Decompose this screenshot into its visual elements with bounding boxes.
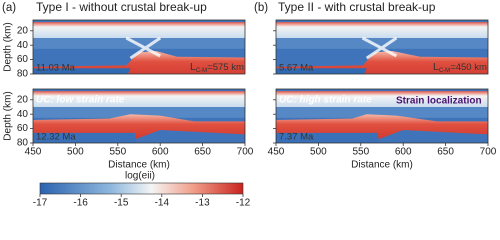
- time-label: 11.03 Ma: [36, 63, 76, 74]
- time-label: 12.32 Ma: [36, 132, 76, 143]
- x-tick-label: 500: [310, 147, 327, 158]
- mid-band: [276, 107, 488, 118]
- y-tick-label: 60: [17, 54, 29, 65]
- note-text: =575 km: [207, 62, 244, 73]
- subscript: C-M: [196, 68, 207, 74]
- colorbar-tick-label: -17: [33, 198, 48, 209]
- y-tick-label: 20: [17, 25, 29, 36]
- shear-zone: [125, 36, 162, 60]
- mid-band: [33, 107, 245, 118]
- frame: [275, 19, 489, 75]
- y-tick-label: 80: [17, 69, 29, 80]
- cold-wedge: [276, 132, 380, 143]
- figure: (a) Type I - without crustal break-up 11.0…: [2, 0, 497, 209]
- x-tick-label: 450: [268, 147, 285, 158]
- upper-band: [276, 22, 488, 38]
- panel-label: (a): [2, 2, 16, 14]
- x-tick-label: 700: [237, 147, 254, 158]
- field: [276, 20, 488, 74]
- colorbar: [39, 182, 244, 195]
- time-label: 7.37 Ma: [279, 132, 314, 143]
- colorbar-tick-label: -13: [195, 198, 210, 209]
- strain-note: UC: high strain rate: [279, 95, 372, 106]
- field: [276, 89, 488, 143]
- colorbar-tick-label: -14: [155, 198, 170, 209]
- length-note: LC-M=450 km: [433, 61, 487, 74]
- note-text: =450 km: [450, 62, 487, 73]
- shear-zone: [361, 36, 398, 60]
- frame: [275, 88, 489, 144]
- y-tick-label: 20: [17, 94, 29, 105]
- field: [33, 20, 245, 74]
- length-note: LC-M=575 km: [190, 61, 244, 74]
- cold-wedge: [276, 68, 367, 74]
- symbol: L: [190, 61, 196, 73]
- highlight: Strain localization: [396, 96, 482, 107]
- subscript: C-M: [439, 68, 450, 74]
- y-tick-label: 40: [17, 40, 29, 51]
- panel-title: Type II - with crustal break-up: [278, 0, 436, 14]
- x-tick-label: 550: [352, 147, 369, 158]
- field: [33, 89, 245, 143]
- x-tick-label: 650: [194, 147, 211, 158]
- y-tick-label: 80: [17, 138, 29, 149]
- frame: [32, 88, 246, 144]
- x-tick-label: 450: [25, 147, 42, 158]
- symbol: L: [433, 61, 439, 73]
- colorbar-tick-label: -16: [73, 198, 88, 209]
- mid-band: [276, 38, 488, 49]
- y-axis-label: Depth (km): [3, 22, 14, 71]
- x-tick-label: 600: [395, 147, 412, 158]
- x-axis-label: Distance (km): [351, 160, 413, 171]
- cold-wedge: [33, 132, 137, 143]
- y-tick-label: 60: [17, 123, 29, 134]
- upper-band: [33, 91, 245, 107]
- x-axis-label: Distance (km): [108, 160, 170, 171]
- upper-band: [33, 22, 245, 38]
- x-tick-label: 650: [437, 147, 454, 158]
- y-tick-label: 40: [17, 109, 29, 120]
- x-tick-label: 500: [67, 147, 84, 158]
- panel-title: Type I - without crustal break-up: [36, 0, 207, 14]
- x-tick-label: 550: [109, 147, 126, 158]
- colorbar-label: log(eii): [125, 171, 155, 182]
- upper-band: [276, 91, 488, 107]
- strain-note: UC: low strain rate: [36, 95, 125, 106]
- x-tick-label: 600: [152, 147, 169, 158]
- time-label: 5.67 Ma: [279, 63, 314, 74]
- x-tick-label: 700: [480, 147, 497, 158]
- panel-label: (b): [254, 2, 268, 14]
- cold-wedge: [33, 68, 131, 74]
- colorbar-tick-label: -15: [114, 198, 129, 209]
- frame: [32, 19, 246, 75]
- y-axis-label: Depth (km): [3, 91, 14, 140]
- colorbar-tick-label: -12: [236, 198, 251, 209]
